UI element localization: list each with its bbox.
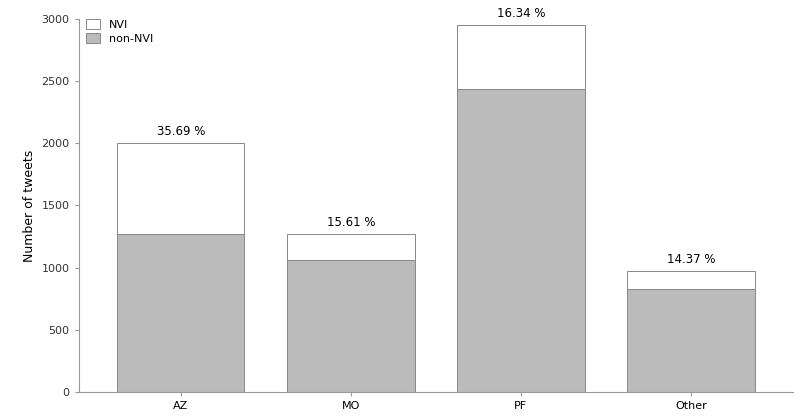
Bar <box>287 260 414 392</box>
Text: 14.37 %: 14.37 % <box>666 253 715 266</box>
Text: 15.61 %: 15.61 % <box>326 216 375 229</box>
Bar <box>457 25 585 89</box>
Bar <box>117 234 245 392</box>
Bar <box>627 289 754 392</box>
Bar <box>117 143 245 234</box>
Text: 16.34 %: 16.34 % <box>497 7 545 20</box>
Bar <box>627 271 754 289</box>
Y-axis label: Number of tweets: Number of tweets <box>23 149 36 262</box>
Bar <box>457 89 585 392</box>
Legend: NVI, non-NVI: NVI, non-NVI <box>84 17 155 46</box>
Bar <box>287 234 414 260</box>
Text: 35.69 %: 35.69 % <box>157 125 205 138</box>
